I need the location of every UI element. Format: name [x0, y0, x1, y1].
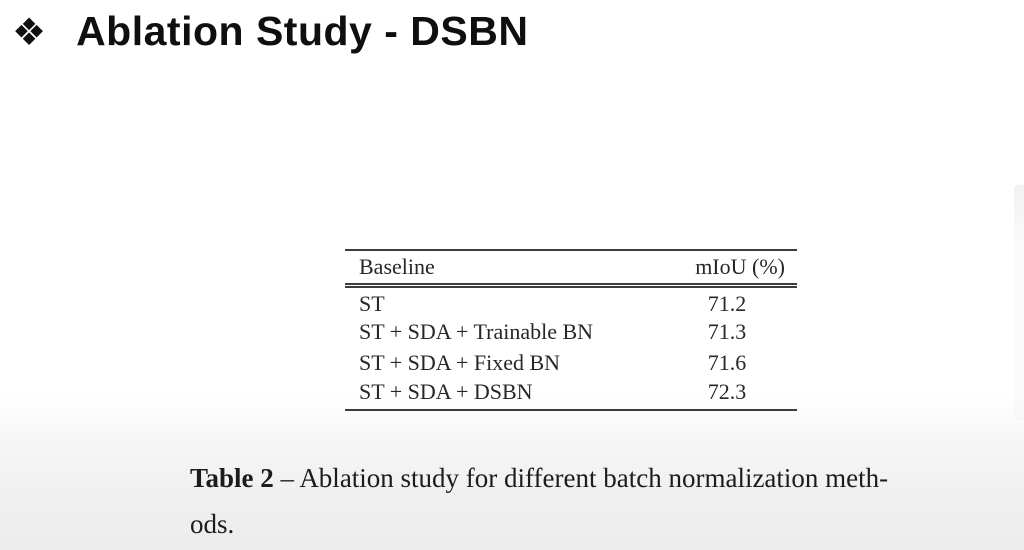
cell-miou: 71.3 — [707, 319, 747, 344]
cell-miou: 71.2 — [707, 290, 747, 316]
cell-miou: 72.3 — [707, 378, 747, 404]
table-row: ST 71.2 — [345, 285, 797, 317]
ablation-table-container: Baseline mIoU (%) ST 71.2 ST + SDA + Tra… — [345, 249, 797, 411]
cell-miou: 71.6 — [707, 350, 747, 375]
caption-text-line1: Ablation study for different batch norma… — [299, 463, 889, 493]
table-header: Baseline mIoU (%) — [345, 250, 797, 288]
caption-line-2: ods. — [190, 509, 235, 539]
right-edge-shadow — [1014, 185, 1024, 420]
slide-header: ❖ Ablation Study - DSBN — [12, 8, 528, 55]
column-header-baseline: Baseline — [345, 250, 657, 288]
caption-label: Table 2 — [190, 463, 274, 493]
diamond-bullet-icon: ❖ — [12, 11, 47, 54]
cell-baseline: ST + SDA + DSBN — [359, 378, 533, 404]
caption-dash: – — [280, 463, 295, 493]
table-caption: Table 2 – Ablation study for different b… — [190, 455, 970, 547]
caption-line-1: Table 2 – Ablation study for different b… — [190, 455, 970, 501]
table-row: ST + SDA + Trainable BN 71.3 — [345, 317, 797, 348]
table-row: ST + SDA + DSBN 72.3 — [345, 379, 797, 410]
cell-baseline: ST — [359, 290, 385, 316]
table-row: ST + SDA + Fixed BN 71.6 — [345, 348, 797, 379]
table-header-row: Baseline mIoU (%) — [345, 250, 797, 288]
cell-baseline: ST + SDA + Trainable BN — [359, 319, 594, 344]
page-title: Ablation Study - DSBN — [76, 8, 529, 54]
column-header-miou: mIoU (%) — [657, 250, 797, 288]
cell-baseline: ST + SDA + Fixed BN — [359, 350, 561, 375]
ablation-table: Baseline mIoU (%) ST 71.2 ST + SDA + Tra… — [345, 249, 797, 411]
table-body: ST 71.2 ST + SDA + Trainable BN 71.3 ST … — [345, 285, 797, 410]
